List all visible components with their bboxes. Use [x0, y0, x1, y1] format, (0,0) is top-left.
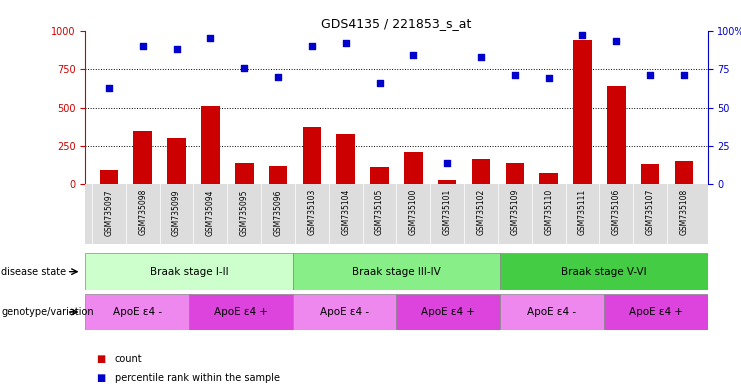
Point — [272, 74, 284, 80]
Text: GSM735098: GSM735098 — [139, 189, 147, 235]
Point — [137, 43, 149, 49]
Point — [205, 35, 216, 41]
Title: GDS4135 / 221853_s_at: GDS4135 / 221853_s_at — [322, 17, 471, 30]
Text: GSM735097: GSM735097 — [104, 189, 113, 235]
Point — [576, 32, 588, 38]
Bar — [641, 164, 659, 184]
Bar — [604, 294, 708, 330]
Bar — [85, 253, 293, 290]
Bar — [85, 294, 189, 330]
Point — [509, 72, 521, 78]
Point — [475, 54, 487, 60]
Bar — [269, 166, 288, 184]
Bar — [500, 294, 604, 330]
Text: GSM735110: GSM735110 — [544, 189, 554, 235]
Text: GSM735108: GSM735108 — [679, 189, 688, 235]
Bar — [201, 106, 219, 184]
Bar — [574, 40, 592, 184]
Text: Braak stage III-IV: Braak stage III-IV — [352, 266, 441, 277]
Text: GSM735099: GSM735099 — [172, 189, 181, 235]
Text: GSM735104: GSM735104 — [341, 189, 350, 235]
Bar — [99, 170, 119, 184]
Text: Braak stage V-VI: Braak stage V-VI — [561, 266, 647, 277]
Point — [678, 72, 690, 78]
Bar — [293, 294, 396, 330]
Point — [340, 40, 352, 46]
Text: GSM735100: GSM735100 — [409, 189, 418, 235]
Bar — [133, 131, 152, 184]
Bar — [607, 86, 625, 184]
Text: GSM735102: GSM735102 — [476, 189, 485, 235]
Point — [611, 38, 622, 45]
Bar — [235, 163, 253, 184]
Text: ApoE ε4 -: ApoE ε4 - — [528, 307, 576, 317]
Text: ApoE ε4 +: ApoE ε4 + — [214, 307, 268, 317]
Bar — [438, 180, 456, 184]
Point — [373, 80, 385, 86]
Bar — [505, 163, 524, 184]
Bar — [293, 253, 500, 290]
Bar — [472, 159, 491, 184]
Point — [408, 52, 419, 58]
Point — [170, 46, 182, 52]
Text: ApoE ε4 -: ApoE ε4 - — [320, 307, 369, 317]
Bar — [302, 127, 321, 184]
Text: GSM735095: GSM735095 — [239, 189, 249, 235]
Text: count: count — [115, 354, 142, 364]
Text: GSM735105: GSM735105 — [375, 189, 384, 235]
Bar — [396, 294, 500, 330]
Bar — [404, 152, 422, 184]
Text: GSM735106: GSM735106 — [612, 189, 621, 235]
Bar — [500, 253, 708, 290]
Text: GSM735111: GSM735111 — [578, 189, 587, 235]
Text: GSM735094: GSM735094 — [206, 189, 215, 235]
Point — [542, 75, 554, 81]
Bar — [370, 167, 389, 184]
Point — [441, 160, 453, 166]
Text: GSM735107: GSM735107 — [645, 189, 654, 235]
Text: GSM735096: GSM735096 — [273, 189, 282, 235]
Text: ApoE ε4 +: ApoE ε4 + — [422, 307, 475, 317]
Text: genotype/variation: genotype/variation — [1, 307, 94, 317]
Text: GSM735103: GSM735103 — [308, 189, 316, 235]
Bar — [336, 134, 355, 184]
Bar — [674, 161, 694, 184]
Point — [306, 43, 318, 49]
Point — [103, 84, 115, 91]
Bar — [167, 138, 186, 184]
Text: percentile rank within the sample: percentile rank within the sample — [115, 373, 280, 383]
Text: GSM735101: GSM735101 — [442, 189, 452, 235]
Text: GSM735109: GSM735109 — [511, 189, 519, 235]
Text: ■: ■ — [96, 354, 105, 364]
Point — [239, 65, 250, 71]
Bar — [539, 173, 558, 184]
Bar — [189, 294, 293, 330]
Point — [644, 72, 656, 78]
Text: ApoE ε4 +: ApoE ε4 + — [629, 307, 682, 317]
Text: disease state: disease state — [1, 266, 67, 277]
Text: ■: ■ — [96, 373, 105, 383]
Text: Braak stage I-II: Braak stage I-II — [150, 266, 228, 277]
Text: ApoE ε4 -: ApoE ε4 - — [113, 307, 162, 317]
